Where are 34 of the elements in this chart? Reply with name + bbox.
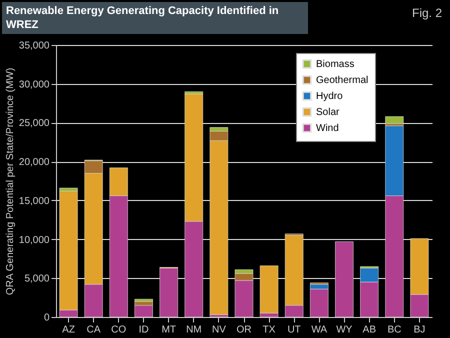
legend-label: Hydro [316,91,344,102]
x-tick-label: MT [162,324,176,336]
x-tick-label: NM [186,324,202,336]
x-tick-label: AZ [62,324,75,336]
y-tick-label: 15,000 [18,196,50,207]
chart-title: Renewable Energy Generating Capacity Identified in WREZ [2,2,308,34]
caption: Fig. 2 [412,6,442,20]
legend-label: Solar [316,107,340,118]
legend-label: Wind [316,123,339,134]
bar [310,288,328,318]
y-tick-label: 30,000 [18,79,50,90]
x-tick-label: BJ [414,324,426,336]
x-tick-label: ID [138,324,149,336]
y-axis-title: QRA Generating Potential per State/Province (MW) [4,68,16,296]
x-tick-label: TX [262,324,276,336]
y-tick-label: 35,000 [18,40,50,52]
bar [134,305,153,318]
x-tick-label: UT [287,324,301,336]
x-tick-label: WA [311,324,328,336]
y-tick-label: 5,000 [24,274,50,285]
x-tick-label: CA [86,324,101,336]
y-tick-label: 20,000 [18,157,50,168]
x-tick-label: NV [212,324,226,336]
bar [134,298,153,302]
x-tick-label: CO [111,324,126,336]
y-tick-label: 25,000 [18,118,50,130]
legend-label: Geothermal [316,75,368,86]
y-tick-label: 10,000 [18,234,50,246]
x-tick-label: BC [387,324,402,336]
x-tick-label: OR [236,324,252,336]
y-tick-label: 0 [44,312,50,324]
x-tick-label: WY [336,324,353,336]
legend-label: Biomass [316,59,354,70]
x-tick-label: AB [362,324,376,336]
